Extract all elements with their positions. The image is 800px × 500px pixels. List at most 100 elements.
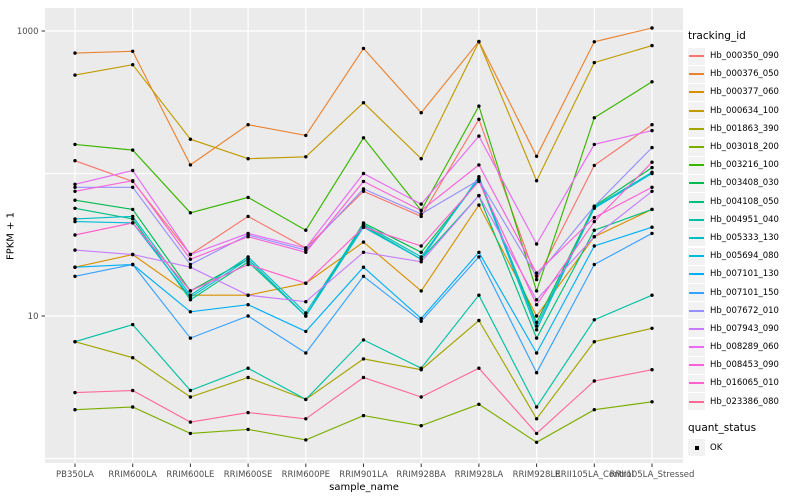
data-point [73, 217, 77, 221]
legend-entry: Hb_005333_130 [688, 229, 779, 247]
data-point [246, 314, 250, 318]
legend-key-swatch [688, 439, 705, 457]
legend-label: Hb_008289_060 [710, 342, 779, 353]
data-point [73, 159, 77, 163]
data-point [361, 46, 366, 51]
data-point [419, 157, 423, 161]
legend-label: Hb_000376_050 [710, 69, 779, 80]
data-point [304, 438, 308, 442]
data-point [131, 322, 135, 327]
data-point [592, 163, 596, 168]
data-point [131, 62, 135, 67]
data-point [477, 175, 481, 179]
data-point [534, 431, 539, 436]
legend-title-tracking-id: tracking_id [688, 30, 746, 42]
data-point [131, 262, 135, 267]
data-point [361, 171, 366, 176]
data-point [477, 40, 481, 44]
data-point [650, 165, 654, 170]
tracking-legend-entries: Hb_000350_090 Hb_000376_050 Hb_000377_060 H… [688, 47, 779, 411]
data-point [419, 366, 423, 370]
data-point [419, 316, 423, 321]
data-point [246, 293, 250, 297]
legend-key-swatch [688, 338, 705, 356]
data-point [477, 318, 481, 323]
data-point [650, 231, 654, 236]
legend-entry: Hb_005694_080 [688, 247, 779, 265]
data-point [246, 303, 250, 307]
legend-label: Hb_004951_040 [710, 214, 779, 225]
data-point [534, 274, 539, 278]
data-point [361, 136, 366, 140]
legend-key-line [689, 164, 704, 167]
data-point [246, 123, 250, 127]
legend-key-line [689, 91, 704, 94]
data-point [650, 326, 654, 330]
legend-key-swatch [688, 65, 705, 83]
data-point [73, 198, 77, 202]
data-point [73, 73, 77, 77]
data-point [534, 371, 539, 375]
data-point [304, 228, 308, 232]
legend-label: Hb_005694_080 [710, 251, 779, 262]
data-point [73, 390, 77, 395]
legend-entry: Hb_007101_130 [688, 265, 779, 283]
legend-key-line [689, 236, 704, 239]
data-point [419, 250, 423, 254]
data-point [304, 300, 308, 304]
data-point [361, 240, 366, 244]
legend-label: Hb_003408_030 [710, 178, 779, 189]
data-point [650, 185, 654, 189]
data-point [419, 214, 423, 219]
data-point [304, 281, 308, 285]
y-tick-label: 10 [28, 312, 39, 322]
data-point [246, 260, 250, 264]
data-point [419, 289, 423, 293]
data-point [246, 157, 250, 161]
data-point [592, 116, 596, 120]
data-point [246, 214, 250, 219]
legend-key-swatch [688, 156, 705, 174]
legend-label: Hb_007101_130 [710, 269, 779, 280]
legend-entry: Hb_016065_010 [688, 374, 779, 392]
data-point [477, 293, 481, 297]
data-point [477, 134, 481, 138]
data-point [477, 117, 481, 122]
data-point [304, 314, 308, 318]
data-point [650, 128, 654, 133]
data-point [131, 217, 135, 221]
data-point [73, 274, 77, 278]
legend-key-line [689, 273, 704, 276]
data-point [188, 163, 193, 167]
data-point [477, 402, 481, 406]
data-point [131, 179, 135, 183]
data-point [246, 257, 250, 261]
data-point [419, 202, 423, 206]
data-point [73, 185, 77, 189]
data-point [246, 255, 250, 259]
x-tick-label: RRIM600PE [282, 470, 330, 480]
data-point [246, 235, 250, 239]
x-tick-label: RRIM928LE [513, 470, 561, 480]
data-point [73, 233, 77, 237]
data-point [246, 366, 250, 370]
data-point [131, 356, 135, 360]
data-point [188, 257, 193, 261]
data-point [592, 142, 596, 147]
legend-entry: Hb_001863_390 [688, 120, 779, 138]
legend-key-swatch [688, 138, 705, 156]
data-point [650, 80, 654, 84]
data-point [534, 298, 539, 302]
data-point [419, 424, 423, 428]
data-point [304, 397, 308, 402]
data-point [650, 145, 654, 150]
legend-key-line [689, 218, 704, 221]
data-point [534, 179, 539, 183]
data-point [534, 271, 539, 275]
x-tick-label: RRII105LA_Control [555, 470, 634, 480]
data-point [534, 320, 539, 325]
data-point [361, 338, 366, 342]
legend-title-quant-status: quant_status [688, 421, 757, 434]
data-point [131, 168, 135, 173]
legend-label: Hb_003216_100 [710, 160, 779, 171]
